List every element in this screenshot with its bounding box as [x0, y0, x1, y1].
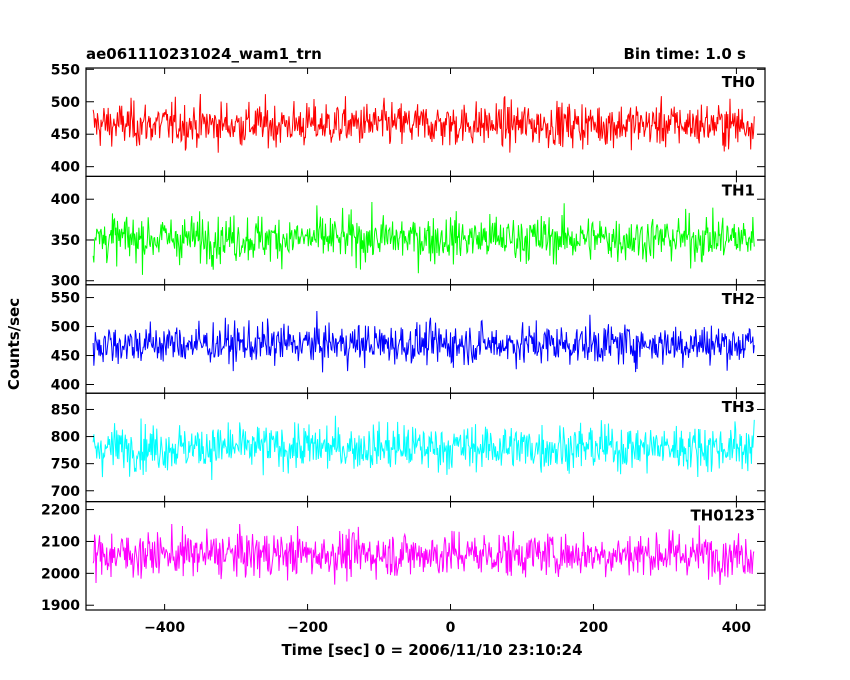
panels: 400 450 500 550 TH0 300 350 400 TH1 400 450 500 550 T…: [41, 62, 766, 614]
y-tick-label: 750: [51, 457, 80, 473]
panel-th2: 400 450 500 550 TH2: [51, 284, 766, 394]
x-tick-label: −400: [144, 620, 185, 636]
y-tick-label: 400: [51, 378, 80, 394]
y-tick-label: 300: [51, 274, 80, 290]
x-tick-label: 400: [722, 620, 751, 636]
panel-th1: 300 350 400 TH1: [51, 175, 766, 290]
y-tick-label: 350: [51, 233, 80, 249]
x-tick-label: 200: [579, 620, 608, 636]
panel-label: TH0123: [690, 507, 755, 525]
x-tick-label: −200: [287, 620, 328, 636]
series-th3: [92, 415, 755, 481]
panel-label: TH0: [722, 73, 755, 91]
panel-th3: 700 750 800 850 TH3: [51, 392, 766, 503]
y-tick-label: 1900: [41, 598, 80, 614]
y-tick-label: 2200: [41, 503, 80, 519]
y-tick-label: 450: [51, 127, 80, 143]
y-tick-label: 400: [51, 160, 80, 176]
y-tick-label: 400: [51, 192, 80, 208]
y-axis-label: Counts/sec: [5, 298, 23, 390]
panel-th0: 400 450 500 550 TH0: [51, 62, 766, 178]
series-th2: [92, 310, 755, 373]
y-tick-label: 2100: [41, 534, 80, 550]
panel-label: TH3: [722, 398, 755, 416]
y-tick-label: 850: [51, 402, 80, 418]
y-tick-label: 700: [51, 484, 80, 500]
x-axis: −400 −200 0 200 400: [144, 620, 751, 636]
y-tick-label: 550: [51, 62, 80, 78]
series-th1: [92, 201, 755, 275]
y-tick-label: 500: [51, 320, 80, 336]
y-tick-label: 500: [51, 95, 80, 111]
series-th0: [92, 94, 755, 153]
x-axis-label: Time [sec] 0 = 2006/11/10 23:10:24: [281, 641, 582, 659]
series-th0123: [92, 523, 755, 585]
panel-frame: [85, 392, 766, 503]
y-tick-label: 800: [51, 430, 80, 446]
panel-th0123: 1900 2000 2100 2200 TH0123: [41, 501, 766, 614]
y-tick-label: 2000: [41, 566, 80, 582]
x-tick-label: 0: [446, 620, 456, 636]
chart-title: ae061110231024_wam1_trn: [86, 45, 322, 63]
panel-label: TH1: [722, 181, 755, 199]
panel-label: TH2: [722, 290, 755, 308]
y-tick-label: 550: [51, 291, 80, 307]
panel-frame: [85, 175, 766, 286]
y-tick-label: 450: [51, 349, 80, 365]
panel-frame: [85, 501, 766, 611]
bin-time-label: Bin time: 1.0 s: [623, 45, 746, 63]
